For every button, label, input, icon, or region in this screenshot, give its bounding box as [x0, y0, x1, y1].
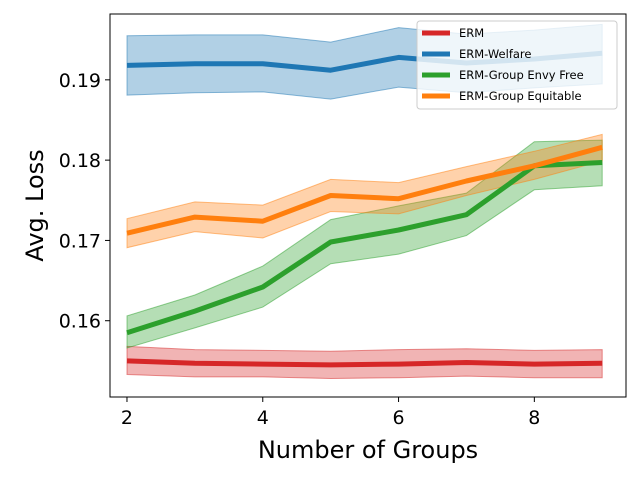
x-tick-label: 4 — [257, 407, 269, 429]
x-axis-ticks: 2 4 6 8 — [121, 397, 540, 429]
y-axis-label: Avg. Loss — [21, 149, 49, 261]
series-lines — [126, 50, 603, 368]
legend-box — [416, 20, 618, 110]
y-tick-label: 0.18 — [59, 150, 101, 172]
x-tick-label: 2 — [121, 407, 133, 429]
y-tick-label: 0.19 — [59, 70, 101, 92]
x-axis-label: Number of Groups — [258, 436, 478, 464]
legend-label: ERM-Group Equitable — [459, 89, 582, 103]
x-tick-label: 8 — [528, 407, 540, 429]
line-series-0 — [126, 358, 603, 368]
legend: ERM ERM-Welfare ERM-Group Envy Free ERM-Gro… — [416, 20, 618, 110]
legend-label: ERM-Welfare — [459, 47, 531, 61]
line-series-3 — [126, 144, 603, 236]
plot-frame — [109, 13, 627, 398]
y-tick-label: 0.17 — [59, 230, 101, 252]
legend-label: ERM-Group Envy Free — [459, 68, 584, 82]
line-series-2 — [126, 160, 603, 336]
x-tick-label: 6 — [393, 407, 405, 429]
legend-label: ERM — [459, 26, 484, 40]
band-series-2 — [126, 139, 603, 349]
y-tick-label: 0.16 — [59, 311, 101, 333]
y-axis-ticks: 0.16 0.17 0.18 0.19 — [59, 70, 110, 333]
